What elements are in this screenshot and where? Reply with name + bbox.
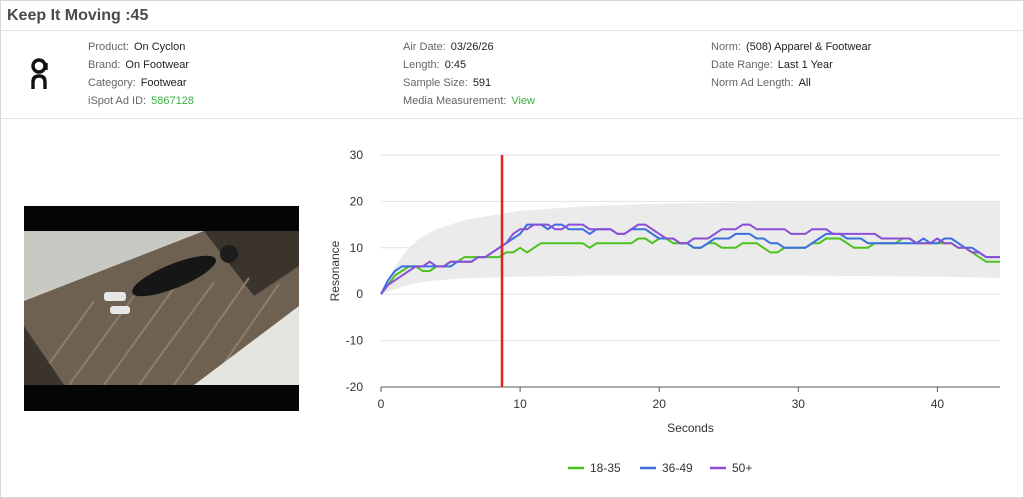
info-label: Date Range: xyxy=(711,59,773,71)
x-tick-label: 40 xyxy=(931,397,945,411)
norm-range-band xyxy=(381,201,1000,295)
x-tick-label: 0 xyxy=(378,397,385,411)
info-value: 03/26/26 xyxy=(450,41,494,53)
info-row-air-date: Air Date: 03/26/26 xyxy=(403,38,535,56)
series-lines xyxy=(380,223,1000,295)
info-label: Media Measurement: xyxy=(403,95,507,107)
info-row-norm: Norm: (508) Apparel & Footwear xyxy=(711,38,871,56)
info-label: Sample Size: xyxy=(403,77,468,89)
y-axis: -20 -10 0 10 20 30 xyxy=(346,148,364,394)
media-measurement-view-link[interactable]: View xyxy=(511,95,535,107)
x-axis: 0 10 20 30 40 xyxy=(378,386,1000,411)
info-row-media-measurement: Media Measurement: View xyxy=(403,92,535,110)
ad-info-header: Product: On Cyclon Brand: On Footwear Cate… xyxy=(0,30,1022,119)
info-label: Length: xyxy=(403,59,440,71)
y-tick-label: -10 xyxy=(346,334,364,348)
y-tick-label: 0 xyxy=(356,287,363,301)
info-value: 591 xyxy=(472,77,492,89)
series-line-50+ xyxy=(380,223,1000,295)
info-column-airing: Air Date: 03/26/26 Length: 0:45 Sample Siz… xyxy=(403,38,535,110)
info-value: 0:45 xyxy=(444,59,467,71)
info-label: Norm Ad Length: xyxy=(711,77,794,89)
legend-label-36-49: 36-49 xyxy=(662,461,693,475)
info-label: Brand: xyxy=(88,59,121,71)
info-row-category: Category: Footwear xyxy=(88,74,194,92)
info-row-length: Length: 0:45 xyxy=(403,56,535,74)
info-value: Last 1 Year xyxy=(777,59,833,71)
x-axis-label: Seconds xyxy=(667,421,714,435)
info-column-norm: Norm: (508) Apparel & Footwear Date Range… xyxy=(711,38,871,92)
info-label: iSpot Ad ID: xyxy=(88,95,147,107)
info-value: On Cyclon xyxy=(133,41,186,53)
info-row-brand: Brand: On Footwear xyxy=(88,56,194,74)
resonance-line-chart: 0 10 20 30 40 -20 -10 0 10 20 30 Seconds Resonanc… xyxy=(328,148,1000,475)
info-row-sample-size: Sample Size: 591 xyxy=(403,74,535,92)
info-row-date-range: Date Range: Last 1 Year xyxy=(711,56,871,74)
info-value: On Footwear xyxy=(125,59,190,71)
legend-label-18-35: 18-35 xyxy=(590,461,621,475)
chart-legend: 18-35 36-49 50+ xyxy=(568,461,752,475)
legend-label-50+: 50+ xyxy=(732,461,752,475)
x-tick-label: 20 xyxy=(653,397,667,411)
info-column-product: Product: On Cyclon Brand: On Footwear Cate… xyxy=(88,38,194,110)
info-row-ad-id: iSpot Ad ID: 5867128 xyxy=(88,92,194,110)
info-row-product: Product: On Cyclon xyxy=(88,38,194,56)
y-axis-label: Resonance xyxy=(328,240,342,301)
info-label: Norm: xyxy=(711,41,741,53)
info-label: Category: xyxy=(88,77,136,89)
x-tick-label: 30 xyxy=(792,397,806,411)
info-label: Air Date: xyxy=(403,41,446,53)
ad-video-thumbnail[interactable] xyxy=(24,206,299,411)
ad-title: Keep It Moving :45 xyxy=(7,7,149,24)
info-label: Product: xyxy=(88,41,129,53)
y-tick-label: 30 xyxy=(350,148,364,162)
info-value: (508) Apparel & Footwear xyxy=(745,41,872,53)
y-tick-label: 20 xyxy=(350,194,364,208)
ad-id-link[interactable]: 5867128 xyxy=(151,95,194,107)
on-brand-logo-icon xyxy=(31,58,48,89)
info-value: Footwear xyxy=(140,77,187,89)
info-value: All xyxy=(798,77,811,89)
info-row-norm-ad-length: Norm Ad Length: All xyxy=(711,74,871,92)
y-tick-label: 10 xyxy=(350,241,364,255)
y-tick-label: -20 xyxy=(346,380,364,394)
x-tick-label: 10 xyxy=(513,397,527,411)
stairs-scene-image xyxy=(24,206,299,411)
